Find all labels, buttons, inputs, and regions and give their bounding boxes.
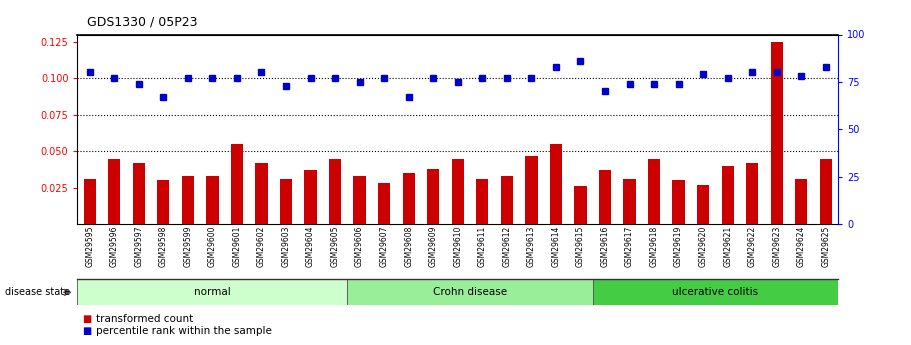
Bar (133, 163, 145, 224)
Text: normal: normal (194, 287, 230, 297)
Bar (593, 279, 838, 305)
Bar (84, 179, 96, 224)
Bar (206, 176, 219, 224)
Bar (77, 279, 347, 305)
Bar (230, 144, 243, 224)
Text: GDS1330 / 05P23: GDS1330 / 05P23 (87, 16, 197, 29)
Bar (599, 170, 611, 224)
Bar (574, 186, 587, 224)
Bar (550, 144, 562, 224)
Bar (452, 159, 464, 224)
Bar (158, 180, 169, 224)
Bar (526, 156, 537, 224)
Bar (795, 179, 807, 224)
Text: percentile rank within the sample: percentile rank within the sample (96, 326, 271, 336)
Bar (329, 159, 342, 224)
Text: ■: ■ (82, 314, 91, 324)
Bar (771, 42, 783, 224)
Bar (304, 170, 317, 224)
Bar (672, 180, 685, 224)
Text: ulcerative colitis: ulcerative colitis (672, 287, 759, 297)
Text: transformed count: transformed count (96, 314, 193, 324)
Text: Crohn disease: Crohn disease (433, 287, 507, 297)
Bar (501, 176, 513, 224)
Bar (476, 179, 488, 224)
Text: ■: ■ (82, 326, 91, 336)
Bar (623, 179, 636, 224)
Bar (347, 279, 593, 305)
Bar (108, 159, 120, 224)
Bar (722, 166, 734, 224)
Text: disease state: disease state (5, 287, 69, 297)
Bar (427, 169, 439, 224)
Bar (746, 163, 758, 224)
Bar (820, 159, 832, 224)
Bar (403, 173, 415, 224)
Bar (255, 163, 268, 224)
Bar (181, 176, 194, 224)
Bar (648, 159, 660, 224)
Bar (697, 185, 710, 224)
Bar (280, 179, 292, 224)
Bar (353, 176, 365, 224)
Bar (378, 184, 390, 224)
